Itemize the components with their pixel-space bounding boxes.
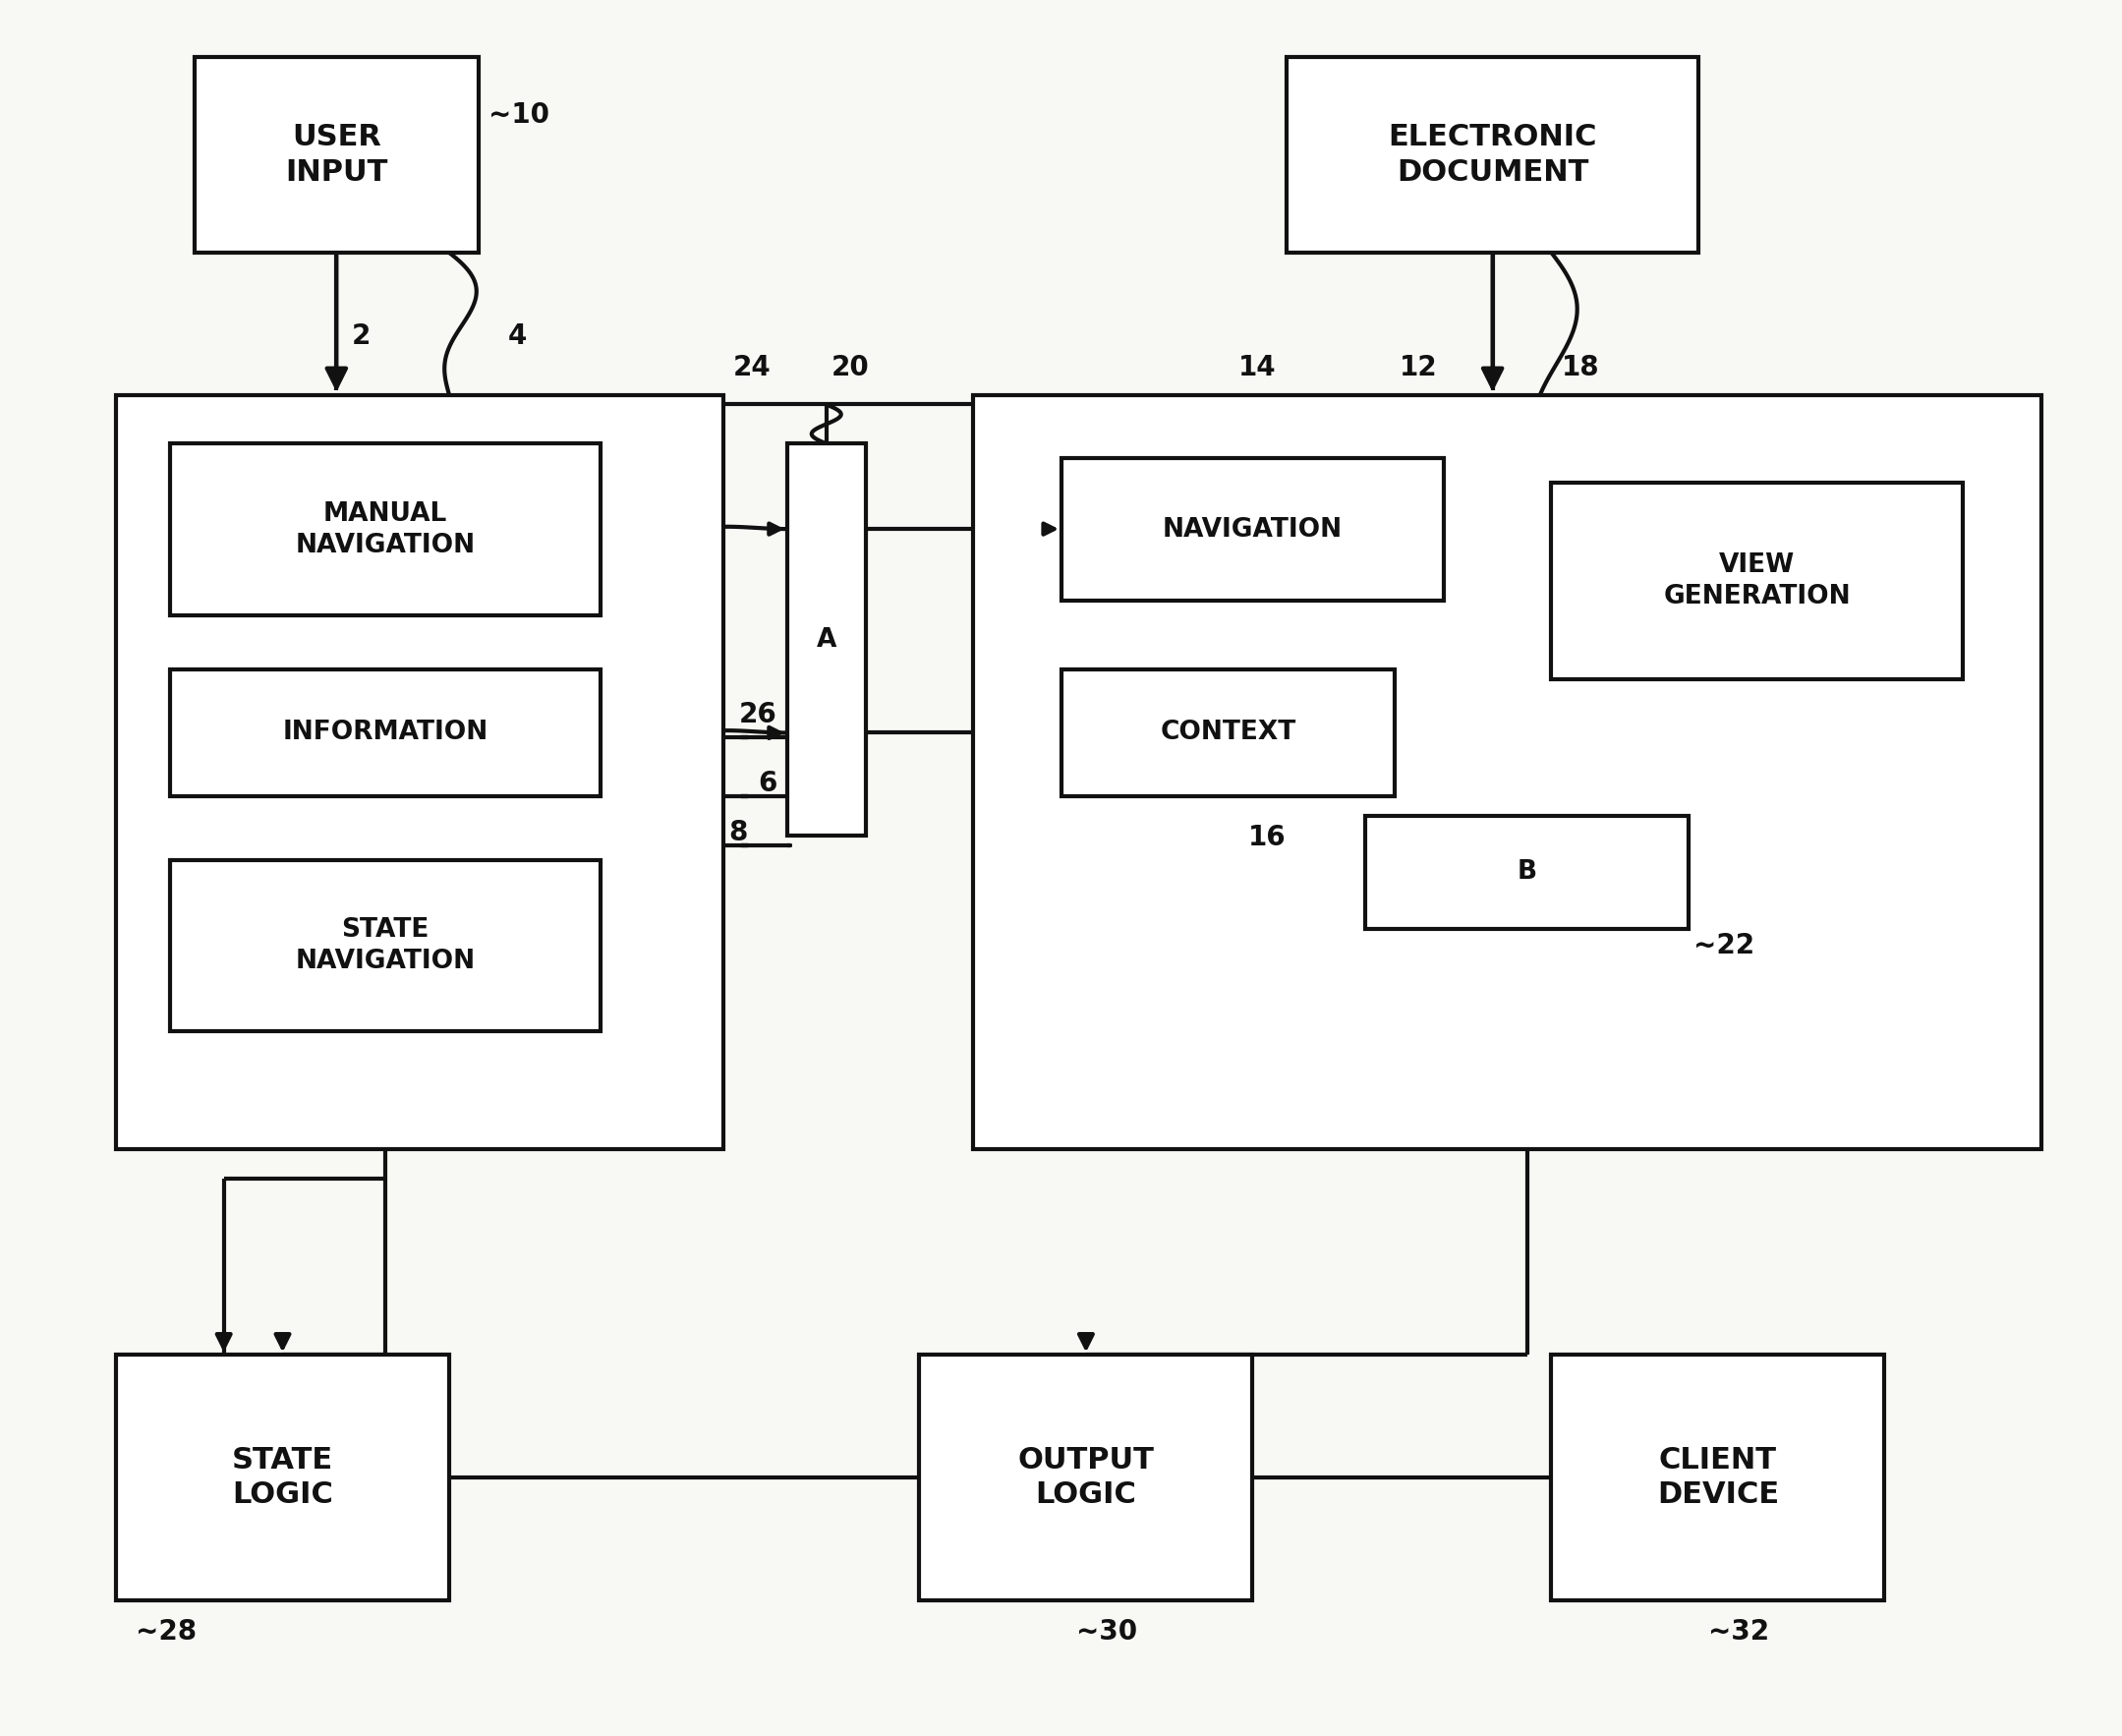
Bar [170,668,601,797]
Bar [170,859,601,1031]
Text: CLIENT
DEVICE: CLIENT DEVICE [1657,1446,1778,1509]
Text: VIEW
GENERATION: VIEW GENERATION [1664,552,1850,609]
Bar [195,57,480,253]
Text: 2: 2 [350,323,369,349]
Bar [919,1356,1252,1601]
Text: STATE
NAVIGATION: STATE NAVIGATION [295,917,475,974]
Text: ~28: ~28 [136,1618,197,1646]
Bar [1286,57,1698,253]
Text: 6: 6 [758,771,777,797]
Text: 18: 18 [1562,354,1600,380]
Bar [1551,1356,1884,1601]
Text: USER
INPUT: USER INPUT [284,123,388,186]
Text: ~32: ~32 [1708,1618,1770,1646]
Text: 12: 12 [1401,354,1437,380]
Bar [1364,816,1689,929]
Bar [1061,668,1394,797]
Text: MANUAL
NAVIGATION: MANUAL NAVIGATION [295,502,475,557]
Text: 8: 8 [728,819,747,847]
Text: CONTEXT: CONTEXT [1161,720,1297,745]
Text: ~30: ~30 [1076,1618,1137,1646]
Bar [170,444,601,615]
Bar [787,444,866,835]
Text: ~22: ~22 [1693,932,1755,960]
Text: OUTPUT
LOGIC: OUTPUT LOGIC [1019,1446,1154,1509]
Bar [1551,483,1963,679]
Text: 4: 4 [507,323,526,349]
Text: NAVIGATION: NAVIGATION [1163,517,1343,542]
Text: 26: 26 [738,701,777,729]
Text: STATE
LOGIC: STATE LOGIC [231,1446,333,1509]
Bar [117,394,724,1149]
Text: A: A [817,627,836,653]
Text: 14: 14 [1237,354,1275,380]
Text: B: B [1517,859,1536,885]
Text: ELECTRONIC
DOCUMENT: ELECTRONIC DOCUMENT [1388,123,1598,186]
Text: ~10: ~10 [488,102,550,128]
Text: 16: 16 [1248,825,1286,851]
Bar [117,1356,450,1601]
Text: INFORMATION: INFORMATION [282,720,488,745]
Bar [974,394,2041,1149]
Bar [1061,458,1443,601]
Text: 20: 20 [832,354,870,380]
Text: 24: 24 [734,354,772,380]
